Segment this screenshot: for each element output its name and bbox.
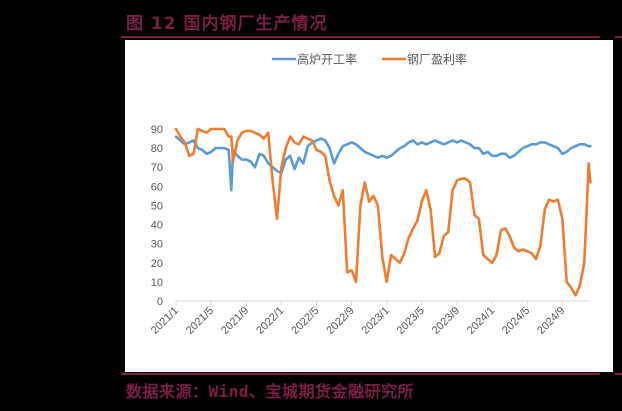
plot-lines — [174, 127, 592, 297]
x-tick-label: 2021/5 — [184, 305, 216, 337]
x-tick-label: 2023/1 — [360, 305, 392, 337]
y-axis: 0 10 20 30 40 50 60 70 80 90 — [151, 124, 163, 308]
source-note: 数据来源：Wind、宝城期货金融研究所 — [126, 382, 415, 401]
y-tick-label: 60 — [151, 181, 163, 193]
y-tick-label: 30 — [151, 239, 163, 251]
x-tick-label: 2024/1 — [465, 305, 497, 337]
x-tick-label: 2022/1 — [254, 305, 286, 337]
y-tick-label: 20 — [151, 258, 163, 270]
chart-panel — [125, 40, 613, 372]
x-tick-label: 2024/9 — [535, 305, 567, 337]
x-tick-label: 2023/5 — [395, 305, 427, 337]
legend-label: 钢厂盈利率 — [407, 52, 467, 67]
x-tick-label: 2024/5 — [500, 305, 532, 337]
y-tick-label: 80 — [151, 143, 163, 155]
source-rule — [121, 373, 600, 375]
y-tick-label: 10 — [151, 277, 163, 289]
y-tick-label: 40 — [151, 220, 163, 232]
y-tick-label: 70 — [151, 162, 163, 174]
x-tick-label: 2023/9 — [430, 305, 462, 337]
y-tick-label: 0 — [157, 296, 163, 308]
series-line — [174, 135, 592, 192]
y-tick-label: 90 — [151, 124, 163, 136]
y-tick-label: 50 — [151, 200, 163, 212]
x-axis: 2021/1 2021/5 2021/9 2022/1 2022/5 2022/9 2023… — [149, 300, 590, 337]
x-tick-label: 2022/9 — [324, 305, 356, 337]
figure-title: 图 12 国内钢厂生产情况 — [126, 14, 328, 34]
x-tick-label: 2021/9 — [219, 305, 251, 337]
series-line — [174, 127, 592, 297]
x-tick-label: 2021/1 — [149, 305, 181, 337]
title-rule — [121, 36, 600, 38]
x-tick-label: 2022/5 — [289, 305, 321, 337]
legend-label: 高炉开工率 — [297, 52, 357, 67]
source-rule-right — [615, 373, 622, 375]
title-rule-right — [615, 36, 622, 38]
legend: 高炉开工率 钢厂盈利率 — [272, 52, 467, 67]
